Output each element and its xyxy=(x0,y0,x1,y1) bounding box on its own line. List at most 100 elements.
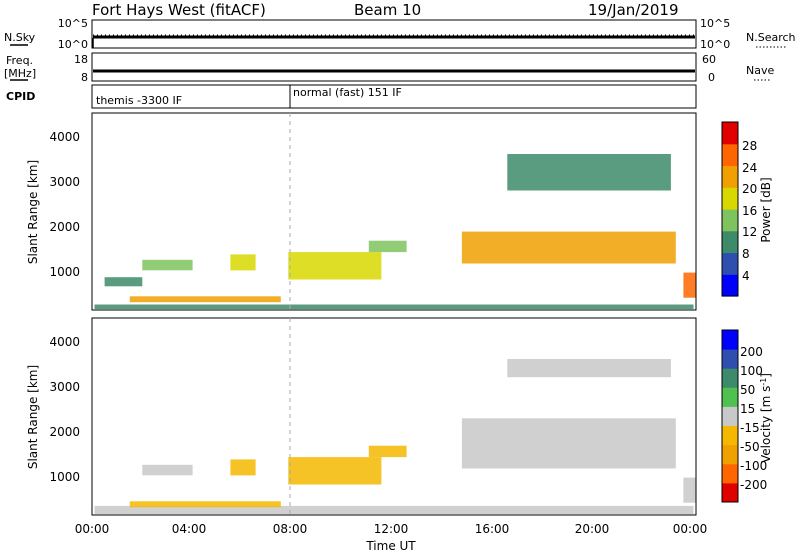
power-echo-region-5 xyxy=(288,252,382,280)
velocity-colorbar-block-2 xyxy=(722,444,738,465)
station-title: Fort Hays West (fitACF) xyxy=(92,1,266,19)
velocity-echo-region-1 xyxy=(129,501,281,508)
xtick-00-end: 00:00 xyxy=(673,522,708,536)
xtick-16: 16:00 xyxy=(475,522,510,536)
power-colorbar-block-0 xyxy=(722,274,738,297)
power-y-axis-label: Slant Range [km] xyxy=(26,160,40,264)
velocity-echo-region-2 xyxy=(142,464,193,476)
velocity-colorbar-block-6 xyxy=(722,368,738,388)
power-cbar-tick-16: 16 xyxy=(742,204,757,218)
velocity-ytick-4000: 4000 xyxy=(49,335,80,349)
velocity-cbar-tick-200: 200 xyxy=(740,345,763,359)
power-colorbar xyxy=(722,122,738,297)
x-axis-label: Time UT xyxy=(365,539,416,553)
velocity-cbar-tick-neg15: -15 xyxy=(740,421,760,435)
freq-unit-label: [MHz] xyxy=(4,67,36,80)
power-colorbar-block-4 xyxy=(722,187,738,210)
velocity-colorbar-block-1 xyxy=(722,463,738,484)
xtick-08: 08:00 xyxy=(273,522,308,536)
power-heatmap xyxy=(94,154,696,310)
xtick-12: 12:00 xyxy=(374,522,409,536)
power-colorbar-block-3 xyxy=(722,209,738,232)
velocity-colorbar xyxy=(722,330,738,503)
velocity-echo-region-7 xyxy=(507,359,671,378)
velocity-cbar-tick-neg100: -100 xyxy=(740,459,767,473)
power-colorbar-ticks: 4 8 12 16 20 24 28 xyxy=(742,139,757,283)
power-echo-region-2 xyxy=(104,277,143,287)
nave-tick-top: 60 xyxy=(702,53,716,66)
power-echo-region-9 xyxy=(683,272,696,298)
nsearch-label: N.Search xyxy=(746,31,796,44)
date-title: 19/Jan/2019 xyxy=(588,1,679,19)
velocity-colorbar-block-7 xyxy=(722,349,738,369)
freq-panel-frame xyxy=(91,52,697,82)
velocity-panel-frame xyxy=(91,317,697,516)
power-echo-region-1 xyxy=(129,296,281,303)
xtick-20: 20:00 xyxy=(575,522,610,536)
power-echo-region-7 xyxy=(461,231,676,264)
velocity-echo-region-0 xyxy=(94,505,694,515)
power-colorbar-block-7 xyxy=(722,122,738,145)
velocity-echo-region-6 xyxy=(461,418,676,469)
velocity-cbar-tick-neg200: -200 xyxy=(740,478,767,492)
power-ytick-4000: 4000 xyxy=(49,130,80,144)
velocity-echo-region-4 xyxy=(288,457,382,485)
freq-tick-bottom: 8 xyxy=(81,71,88,84)
nsky-tick-top: 10^5 xyxy=(58,17,88,30)
power-y-ticks: 1000 2000 3000 4000 xyxy=(49,130,80,279)
velocity-colorbar-block-4 xyxy=(722,406,738,426)
power-cbar-tick-24: 24 xyxy=(742,161,757,175)
power-echo-region-3 xyxy=(142,259,193,271)
cpid-segment-2: normal (fast) 151 IF xyxy=(293,86,402,99)
beam-title: Beam 10 xyxy=(354,1,421,19)
velocity-colorbar-frame xyxy=(721,329,739,503)
xtick-00-start: 00:00 xyxy=(75,522,110,536)
velocity-echo-region-5 xyxy=(368,445,407,458)
velocity-colorbar-block-3 xyxy=(722,425,738,446)
cpid-segment-1: themis -3300 IF xyxy=(96,94,182,107)
velocity-colorbar-block-0 xyxy=(722,482,738,503)
velocity-cbar-tick-neg50: -50 xyxy=(740,440,760,454)
freq-tick-top: 18 xyxy=(74,53,88,66)
velocity-echo-region-8 xyxy=(683,477,696,503)
power-colorbar-block-5 xyxy=(722,165,738,188)
power-echo-region-0 xyxy=(94,304,694,310)
xtick-04: 04:00 xyxy=(172,522,207,536)
velocity-echo-region-3 xyxy=(230,459,256,476)
power-colorbar-block-2 xyxy=(722,230,738,254)
power-panel-frame xyxy=(91,112,697,311)
velocity-cbar-tick-100: 100 xyxy=(740,364,763,378)
cpid-panel-frame xyxy=(91,84,697,109)
nsky-panel-frame xyxy=(91,19,697,49)
velocity-colorbar-block-5 xyxy=(722,387,738,407)
velocity-ytick-2000: 2000 xyxy=(49,425,80,439)
velocity-ytick-3000: 3000 xyxy=(49,380,80,394)
power-ytick-3000: 3000 xyxy=(49,175,80,189)
power-cbar-tick-20: 20 xyxy=(742,182,757,196)
velocity-colorbar-label: Velocity [m s-1] xyxy=(759,373,773,463)
power-echo-region-4 xyxy=(230,254,256,271)
cpid-label: CPID xyxy=(6,90,35,103)
velocity-colorbar-ticks: 200 100 50 15 -15 -50 -100 -200 xyxy=(740,345,767,492)
power-ytick-1000: 1000 xyxy=(49,265,80,279)
power-echo-region-8 xyxy=(507,154,671,191)
nsearch-tick-bottom: 10^0 xyxy=(700,38,730,51)
velocity-heatmap xyxy=(94,359,696,515)
power-colorbar-block-1 xyxy=(722,252,738,275)
velocity-ytick-1000: 1000 xyxy=(49,470,80,484)
velocity-cbar-tick-15: 15 xyxy=(740,402,755,416)
power-colorbar-block-6 xyxy=(722,143,738,167)
velocity-y-ticks: 1000 2000 3000 4000 xyxy=(49,335,80,484)
nave-tick-bottom: 0 xyxy=(708,71,715,84)
power-cbar-tick-4: 4 xyxy=(742,269,750,283)
power-echo-region-6 xyxy=(368,240,407,253)
nsearch-tick-top: 10^5 xyxy=(700,17,730,30)
nave-label: Nave xyxy=(746,64,774,77)
power-colorbar-label: Power [dB] xyxy=(759,177,773,242)
nsky-label: N.Sky xyxy=(4,31,36,44)
power-ytick-2000: 2000 xyxy=(49,220,80,234)
power-cbar-tick-28: 28 xyxy=(742,139,757,153)
power-cbar-tick-8: 8 xyxy=(742,247,750,261)
nsky-tick-bottom: 10^0 xyxy=(58,38,88,51)
